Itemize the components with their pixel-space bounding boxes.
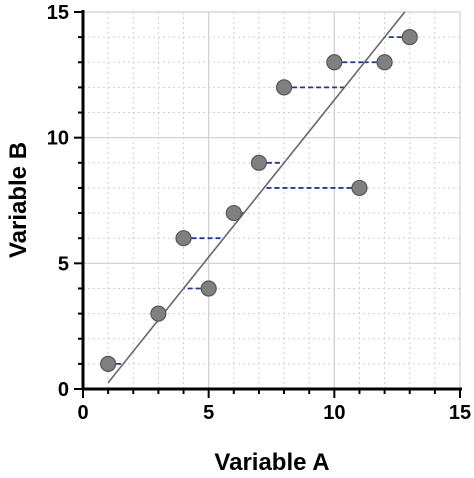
data-point [351, 179, 368, 197]
x-tick-label: 15 [449, 402, 471, 424]
data-point [275, 79, 293, 96]
data-point [326, 54, 343, 71]
y-tick-label: 10 [47, 128, 69, 150]
data-point [401, 29, 418, 46]
data-points [100, 29, 418, 372]
data-point [225, 204, 242, 222]
y-axis-label: Variable B [5, 142, 32, 258]
fit-line-group [107, 11, 406, 384]
fit-line [107, 11, 406, 384]
data-point [100, 355, 117, 372]
x-axis-label: Variable A [214, 449, 329, 476]
x-tick-label: 0 [77, 402, 88, 424]
data-point [175, 230, 192, 247]
x-tick-label: 10 [323, 402, 345, 424]
axes [74, 10, 462, 398]
data-point [376, 54, 393, 71]
data-point [200, 280, 217, 297]
grid [83, 11, 461, 389]
y-tick-label: 0 [58, 379, 69, 401]
data-point [250, 154, 268, 171]
tick-labels: 0 5 10 15 0 5 10 15 [47, 2, 471, 424]
data-point [150, 305, 167, 322]
y-tick-label: 5 [58, 253, 69, 275]
x-tick-label: 5 [203, 402, 214, 424]
y-tick-label: 15 [47, 2, 69, 24]
